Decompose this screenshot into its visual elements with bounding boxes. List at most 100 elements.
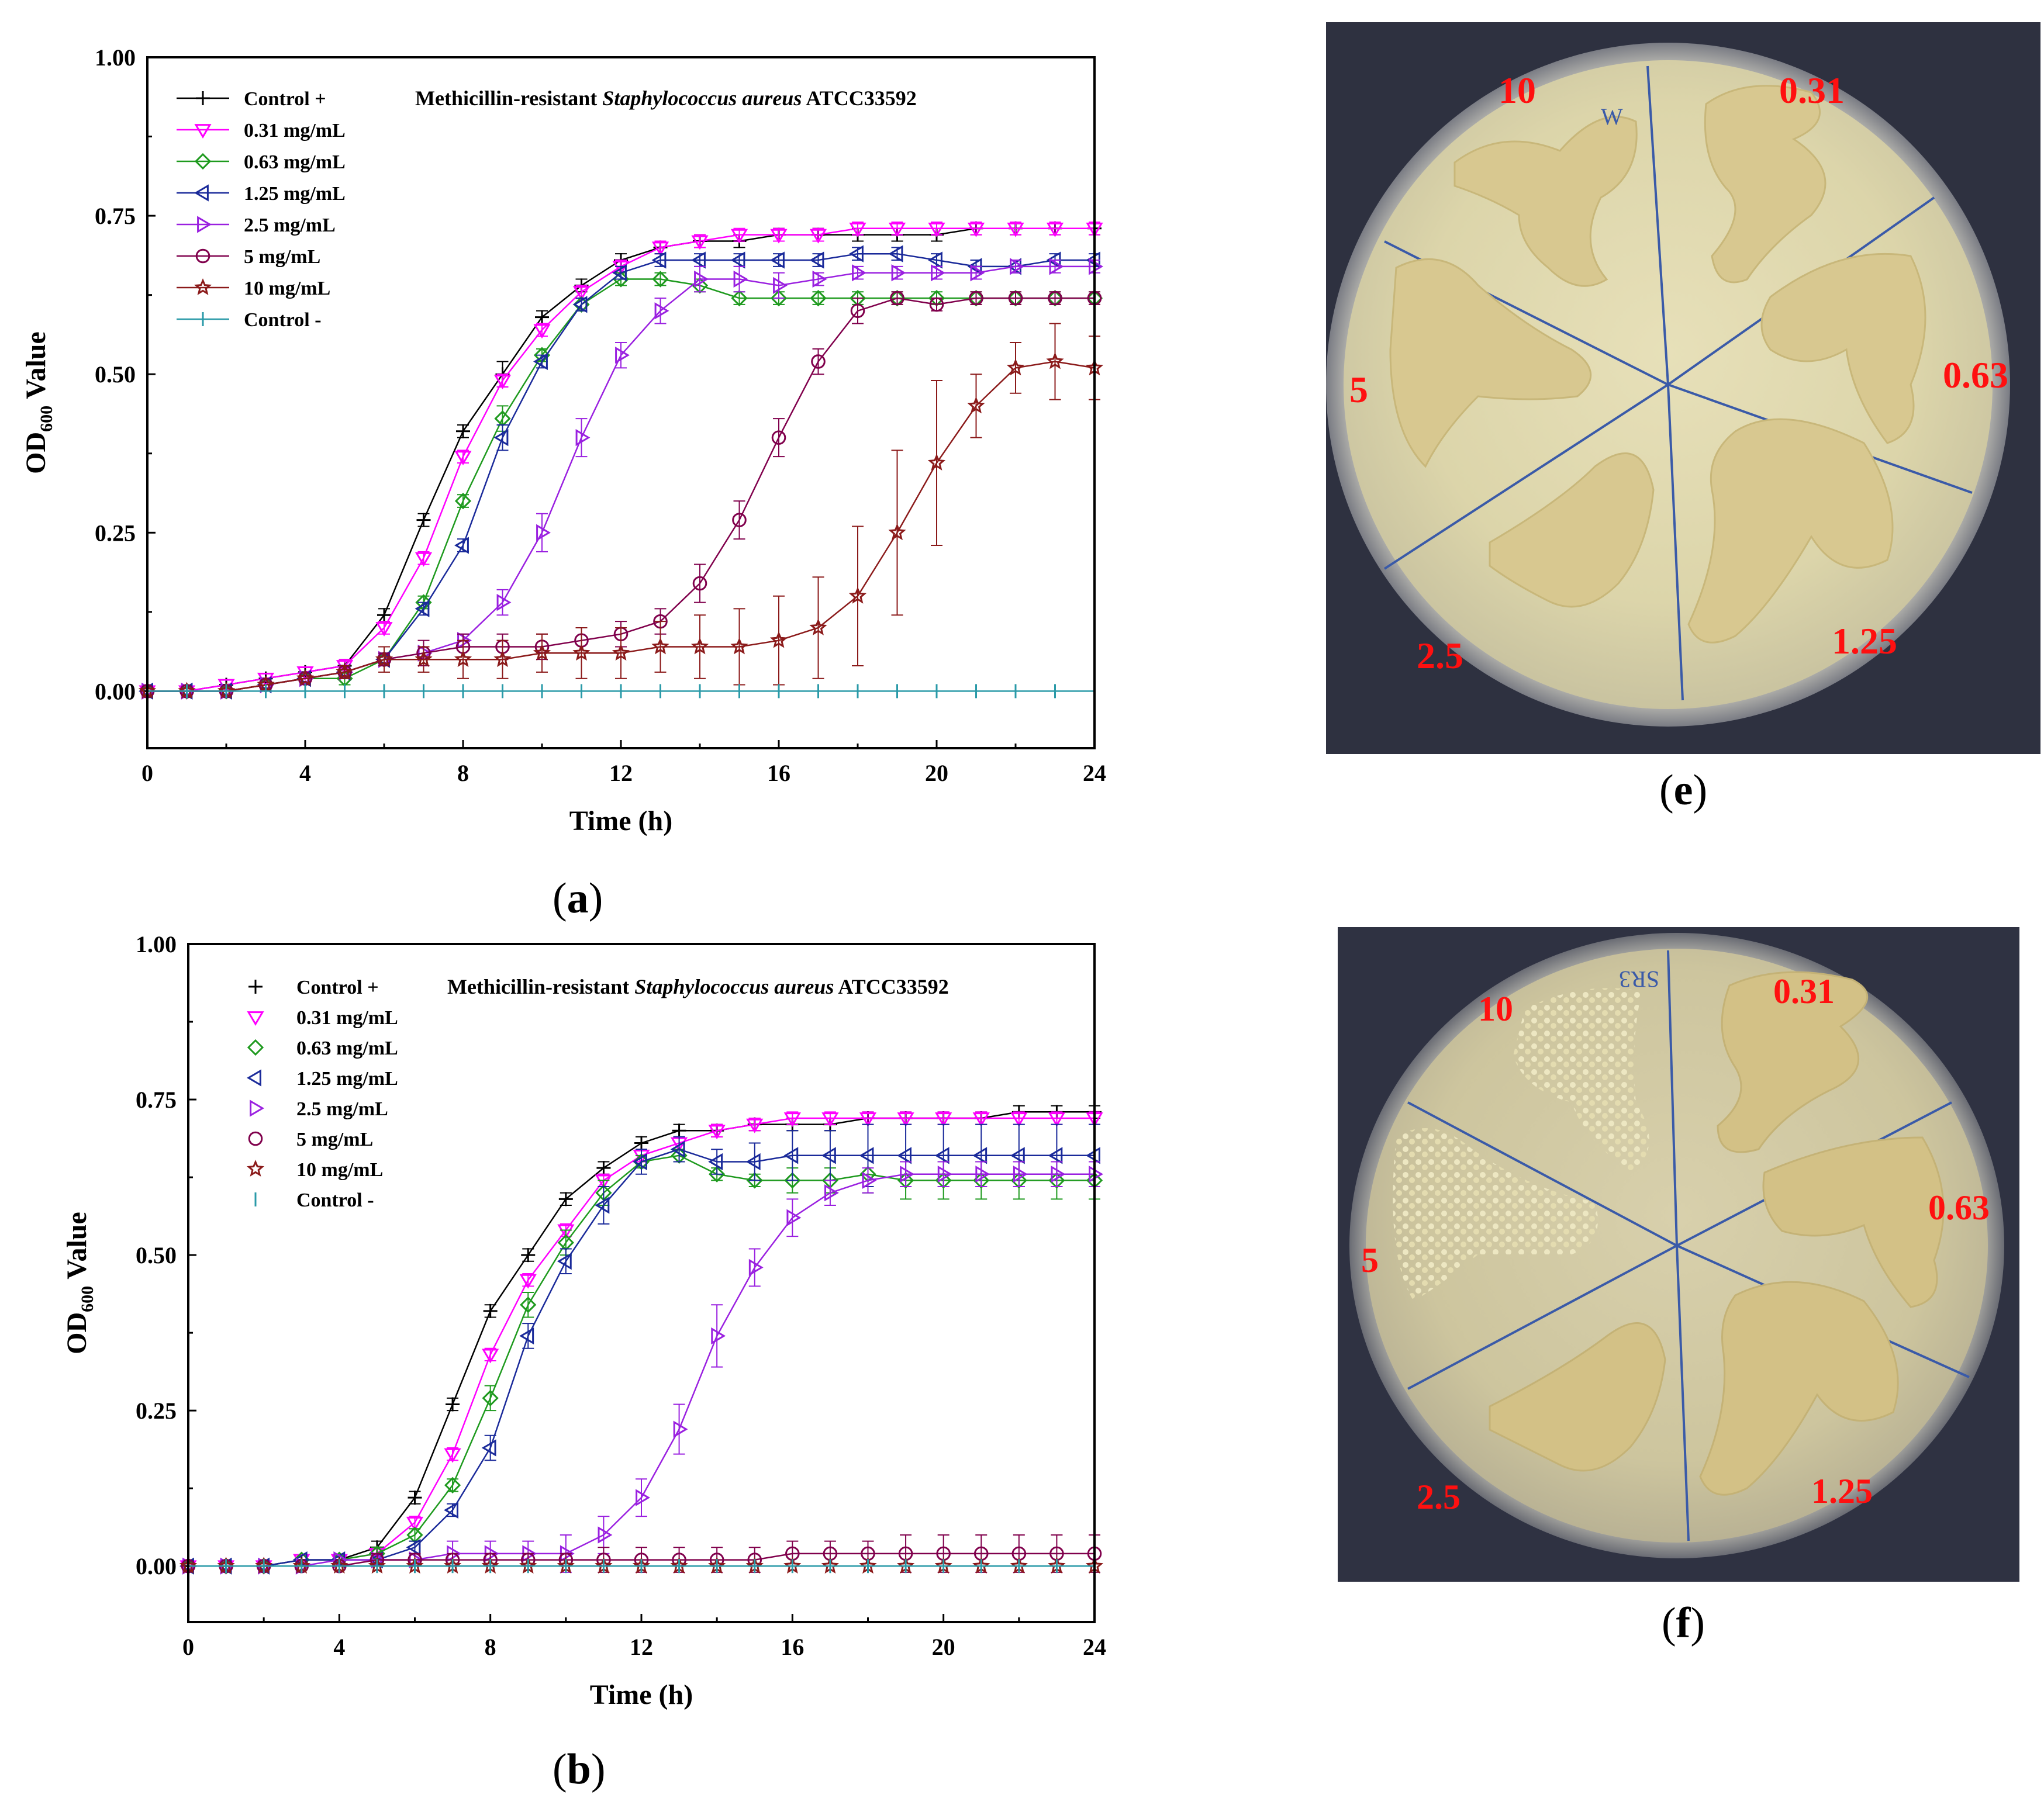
data-point <box>937 1166 952 1183</box>
plate-label: 10 <box>1499 70 1536 111</box>
error-bar <box>937 1161 950 1188</box>
data-point <box>596 1161 611 1175</box>
error-bar <box>862 1167 874 1194</box>
data-point <box>612 264 627 282</box>
error-bar <box>560 1248 572 1275</box>
plate-label: 5 <box>1349 369 1368 410</box>
data-point <box>810 289 827 307</box>
data-point <box>572 296 588 313</box>
legend-item-5-mg-ml: 5 mg/mL <box>177 246 320 268</box>
error-bar <box>654 298 667 324</box>
legend-marker <box>195 248 210 264</box>
data-point <box>746 1118 764 1133</box>
data-point <box>849 245 864 262</box>
error-bar <box>891 450 903 616</box>
legend-item-10-mg-ml: 10 mg/mL <box>246 1159 383 1181</box>
data-point <box>967 396 985 414</box>
y-tick-label: 0.00 <box>95 678 136 704</box>
legend-marker <box>194 278 212 295</box>
legend-item-0-63-mg-ml: 0.63 mg/mL <box>247 1038 398 1059</box>
error-bar <box>773 272 785 299</box>
legend-marker <box>194 124 212 139</box>
data-point <box>730 229 748 244</box>
error-bar <box>496 424 509 451</box>
plate-label: 0.31 <box>1773 972 1835 1011</box>
legend-label: 0.31 mg/mL <box>296 1007 398 1029</box>
y-axis-label: OD600 Value <box>61 1212 97 1354</box>
plate-label: 2.5 <box>1417 1478 1461 1516</box>
chart-background <box>12 23 1158 865</box>
data-point <box>694 270 709 288</box>
x-tick-label: 12 <box>609 760 633 786</box>
x-tick-label: 4 <box>333 1634 345 1660</box>
data-point <box>809 251 824 269</box>
data-point <box>748 1258 764 1277</box>
error-bar <box>900 1161 912 1188</box>
data-point <box>652 271 669 288</box>
data-point <box>859 1147 874 1164</box>
bacterial-streaks <box>1389 85 1926 644</box>
data-point <box>444 1477 461 1493</box>
error-bar <box>1051 1161 1063 1188</box>
data-point <box>730 251 745 269</box>
data-point <box>897 1147 911 1164</box>
series-10-mg-ml <box>138 323 1104 699</box>
error-bar <box>733 265 745 293</box>
plate-label: 2.5 <box>1417 635 1463 676</box>
x-tick-label: 24 <box>1083 760 1106 786</box>
y-tick-label: 0.00 <box>136 1553 177 1579</box>
error-bar <box>536 513 548 552</box>
data-point <box>888 523 906 541</box>
x-tick-label: 0 <box>182 1634 194 1660</box>
data-point <box>454 492 472 510</box>
data-point <box>519 1327 534 1345</box>
error-bar <box>484 1385 496 1412</box>
data-point <box>1010 1112 1028 1127</box>
data-point <box>375 650 393 668</box>
error-bar <box>673 1136 685 1163</box>
data-point <box>928 222 945 237</box>
legend-label: 5 mg/mL <box>244 246 320 268</box>
data-point <box>456 424 470 438</box>
data-point <box>634 1136 648 1150</box>
legend-item-1-25-mg-ml: 1.25 mg/mL <box>177 183 346 205</box>
data-point <box>975 1166 990 1183</box>
data-point <box>444 1448 461 1463</box>
legend-item-control: Control + <box>248 977 379 998</box>
error-bar <box>748 1142 761 1181</box>
error-bar <box>711 1149 723 1175</box>
legend-marker <box>248 1131 263 1146</box>
legend-marker <box>247 1039 264 1056</box>
error-bar <box>522 1291 534 1318</box>
data-point <box>654 302 669 320</box>
error-bar <box>673 1403 685 1455</box>
data-point <box>651 251 667 269</box>
legend-item-0-63-mg-ml: 0.63 mg/mL <box>177 151 346 173</box>
x-tick-label: 20 <box>925 760 948 786</box>
data-point <box>1010 1147 1025 1164</box>
legend-item-10-mg-ml: 10 mg/mL <box>177 278 330 299</box>
data-point <box>415 552 433 567</box>
data-point <box>770 251 785 269</box>
data-point <box>967 222 985 237</box>
data-point <box>454 451 472 466</box>
data-point <box>557 1224 575 1239</box>
data-point <box>972 1112 990 1127</box>
data-point <box>615 347 630 364</box>
legend-label: Control - <box>296 1190 374 1211</box>
data-point <box>446 1397 460 1412</box>
petri-plate-photo-f: 10 0.31 0.63 1.25 2.5 5 SR3 <box>1338 927 2019 1582</box>
data-point <box>454 537 469 554</box>
data-point <box>888 222 906 237</box>
data-point <box>572 644 591 661</box>
data-point <box>296 669 315 686</box>
y-tick-label: 0.25 <box>95 520 136 546</box>
data-point <box>558 1192 573 1206</box>
legend-item-1-25-mg-ml: 1.25 mg/mL <box>247 1068 398 1090</box>
data-point <box>598 1526 613 1544</box>
legend-label: 1.25 mg/mL <box>296 1068 398 1090</box>
data-point <box>636 1489 650 1506</box>
legend-label: 0.63 mg/mL <box>244 151 346 173</box>
y-tick-label: 0.25 <box>136 1398 177 1424</box>
x-tick-label: 12 <box>630 1634 653 1660</box>
